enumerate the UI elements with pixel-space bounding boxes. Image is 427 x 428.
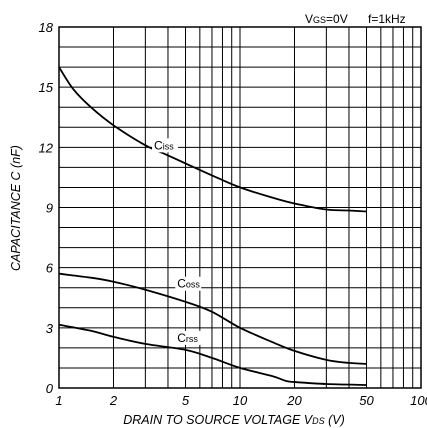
series-curves — [58, 66, 367, 386]
series-line-oss — [58, 272, 367, 365]
x-tick-label: 1 — [55, 393, 62, 408]
x-tick-label: 5 — [182, 393, 190, 408]
x-tick-label: 2 — [109, 393, 118, 408]
vgs-condition: VGS=0V — [305, 12, 348, 26]
y-tick-label: 0 — [46, 381, 54, 396]
series-labels: Ciss Coss Crss — [152, 138, 202, 345]
x-tick-label: 50 — [359, 393, 374, 408]
y-tick-label: 6 — [46, 261, 54, 276]
series-label-rss: Crss — [177, 331, 198, 345]
series-label-oss: Coss — [177, 277, 200, 291]
plot-frame — [58, 26, 422, 389]
grid — [58, 26, 422, 389]
y-tick-labels: 0 3 6 9 12 15 18 — [39, 20, 54, 396]
series-label-bg — [175, 330, 202, 345]
series-label-iss: Ciss — [154, 138, 174, 152]
x-axis-label: DRAIN TO SOURCE VOLTAGE VDS (V) — [123, 413, 345, 427]
series-label-bg — [175, 276, 202, 291]
y-tick-label: 3 — [46, 321, 54, 336]
y-tick-label: 9 — [46, 201, 53, 216]
x-tick-label: 100 — [410, 393, 427, 408]
y-tick-label: 18 — [39, 20, 54, 35]
series-label-bg — [152, 138, 179, 153]
series-line-rss — [58, 323, 367, 386]
y-tick-label: 12 — [39, 140, 54, 155]
frequency-condition: f=1kHz — [368, 12, 406, 26]
y-axis-label: CAPACITANCE C (nF) — [9, 145, 23, 271]
y-tick-label: 15 — [39, 80, 54, 95]
x-tick-label: 20 — [286, 393, 302, 408]
x-tick-labels: 1 2 5 10 20 50 100 — [55, 393, 427, 408]
x-tick-label: 10 — [233, 393, 248, 408]
series-line-iss — [58, 66, 367, 213]
